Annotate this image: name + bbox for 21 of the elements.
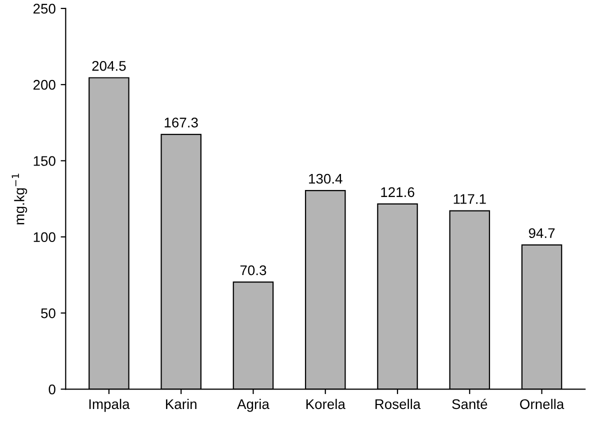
data-label: 70.3 <box>240 265 266 276</box>
data-label: 204.5 <box>92 61 126 71</box>
y-tick-label: 50 <box>41 308 56 318</box>
x-tick-label: Impala <box>89 398 130 412</box>
y-tick-label: 0 <box>48 384 56 394</box>
data-label: 117.1 <box>454 194 486 204</box>
data-label: 94.7 <box>528 228 555 238</box>
y-tick-label: 200 <box>33 80 56 90</box>
y-tick-label: 150 <box>34 156 56 166</box>
data-label: 130.4 <box>309 174 342 184</box>
x-tick-label: Agria <box>237 398 270 412</box>
x-tick-label: Santé <box>452 398 488 410</box>
y-tick-label: 250 <box>33 4 56 14</box>
x-tick-label: Rosella <box>375 398 421 410</box>
x-tick-label: Ornella <box>520 398 564 410</box>
x-tick-label: Karin <box>166 398 196 410</box>
y-axis-title: mg.kg$^{−1}$ <box>12 174 28 224</box>
data-label: 121.6 <box>381 187 414 198</box>
x-tick-label: Korela <box>306 398 346 410</box>
data-label: 167.3 <box>164 118 198 128</box>
y-tick-label: 100 <box>34 232 56 242</box>
